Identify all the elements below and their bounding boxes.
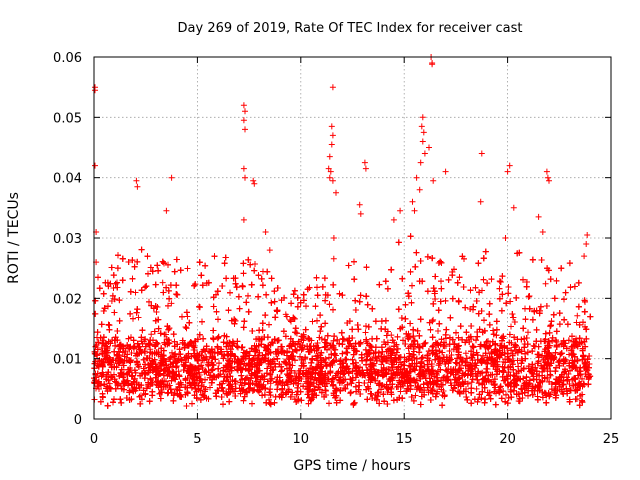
- y-tick-label: 0.05: [53, 111, 82, 126]
- data-point: [242, 126, 248, 133]
- data-point: [390, 216, 397, 223]
- data-point: [362, 165, 369, 172]
- y-tick-label: 0.06: [53, 51, 82, 66]
- y-tick-label: 0.03: [53, 232, 82, 247]
- x-axis-label: GPS time / hours: [293, 458, 410, 474]
- data-point: [426, 144, 432, 151]
- data-point: [92, 87, 98, 94]
- data-point: [328, 141, 335, 148]
- data-point: [546, 177, 552, 184]
- data-point: [134, 183, 141, 190]
- x-tick-label: 10: [293, 432, 310, 447]
- data-point: [356, 201, 363, 208]
- data-point: [419, 138, 426, 145]
- data-point: [329, 132, 336, 139]
- data-point: [539, 229, 546, 235]
- data-point: [242, 108, 248, 115]
- data-point: [329, 177, 336, 184]
- data-point: [411, 207, 418, 214]
- data-point: [240, 102, 247, 109]
- data-point: [240, 216, 247, 223]
- data-point: [418, 123, 425, 130]
- data-point: [250, 177, 257, 184]
- data-point: [544, 174, 551, 181]
- chart-title: Day 269 of 2019, Rate Of TEC Index for r…: [178, 21, 523, 36]
- data-point: [413, 174, 420, 181]
- data-point: [504, 168, 511, 175]
- y-tick-label: 0: [74, 413, 82, 428]
- data-point: [416, 186, 423, 193]
- data-point: [163, 207, 170, 214]
- data-point: [581, 253, 588, 260]
- data-point: [417, 159, 424, 166]
- data-point: [333, 189, 339, 196]
- data-point: [409, 198, 416, 205]
- data-point: [502, 235, 509, 241]
- data-point: [240, 165, 247, 172]
- data-point: [584, 232, 591, 238]
- data-points: [91, 54, 594, 409]
- data-point: [262, 229, 269, 235]
- data-point: [266, 247, 273, 254]
- x-axis-ticks: 0 5 10 15 20 25: [90, 57, 619, 447]
- data-point: [326, 174, 333, 181]
- x-tick-label: 15: [396, 432, 413, 447]
- data-point: [397, 207, 404, 214]
- data-point: [330, 235, 337, 241]
- data-point: [357, 210, 364, 217]
- data-point: [583, 241, 590, 247]
- data-point: [477, 198, 484, 205]
- data-point: [419, 114, 426, 121]
- y-axis-label: ROTI / TECUs: [6, 192, 22, 284]
- data-point-cluster: [95, 253, 594, 409]
- data-point: [421, 150, 428, 157]
- data-point: [326, 153, 333, 160]
- data-point: [543, 168, 550, 175]
- data-point: [478, 150, 485, 157]
- data-point: [168, 174, 175, 181]
- data-point: [535, 213, 542, 220]
- data-point: [442, 168, 449, 175]
- data-point: [251, 180, 258, 187]
- data-point: [242, 174, 248, 181]
- y-tick-label: 0.04: [53, 172, 82, 187]
- data-point: [328, 123, 335, 130]
- y-axis-ticks: 0 0.01 0.02 0.03 0.04 0.05 0.06: [53, 51, 611, 428]
- y-tick-label: 0.02: [53, 292, 82, 307]
- data-point: [429, 61, 436, 68]
- data-point: [420, 129, 427, 136]
- y-tick-label: 0.01: [53, 353, 82, 368]
- x-tick-label: 5: [193, 432, 201, 447]
- data-point: [361, 159, 368, 166]
- x-tick-label: 20: [499, 432, 516, 447]
- x-tick-label: 0: [90, 432, 98, 447]
- data-point: [240, 117, 247, 124]
- data-point: [506, 162, 513, 169]
- data-point: [510, 204, 517, 211]
- data-point: [133, 177, 140, 184]
- data-point: [430, 177, 437, 184]
- data-point: [329, 84, 336, 91]
- data-point: [92, 162, 98, 169]
- x-tick-label: 25: [603, 432, 620, 447]
- data-point: [327, 168, 334, 175]
